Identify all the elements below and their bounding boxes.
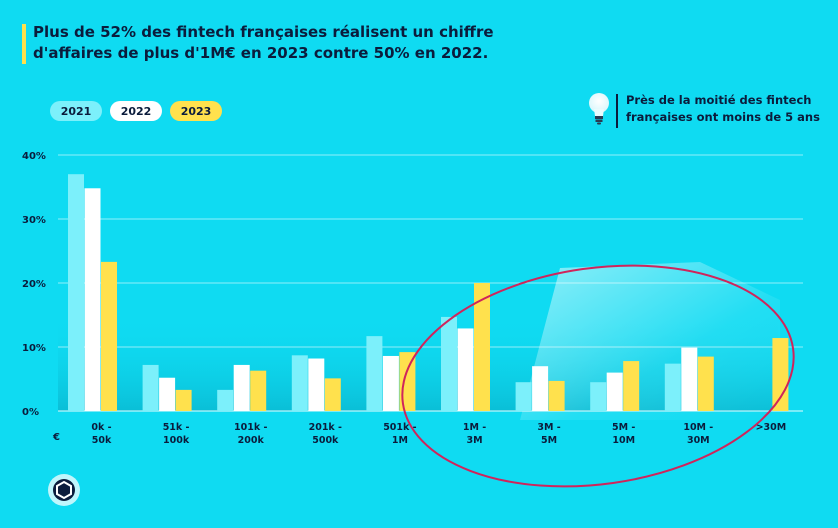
x-tick-label: 201k - bbox=[309, 422, 342, 433]
y-tick-label: 20% bbox=[22, 279, 46, 290]
bar-2021-6 bbox=[515, 382, 532, 411]
bar-2022-5 bbox=[457, 328, 474, 411]
bar-2022-1 bbox=[159, 377, 176, 411]
x-tick-label: 1M bbox=[392, 435, 408, 446]
bar-2023-0 bbox=[101, 261, 117, 411]
brand-logo-icon bbox=[48, 474, 80, 506]
x-tick-label: 50k bbox=[92, 435, 112, 446]
bar-2022-7 bbox=[606, 372, 623, 411]
bar-2022-3 bbox=[308, 358, 325, 411]
bar-2023-4 bbox=[399, 352, 416, 411]
bar-2023-1 bbox=[175, 389, 192, 411]
bar-2022-4 bbox=[382, 355, 399, 411]
y-axis-ticks: 0% 10% 20% 30% 40% bbox=[22, 151, 46, 418]
bar-2022-2 bbox=[233, 364, 250, 411]
x-tick-label: 51k - bbox=[163, 422, 190, 433]
bars bbox=[68, 174, 789, 411]
bar-2021-7 bbox=[590, 382, 607, 411]
bar-2021-2 bbox=[217, 389, 234, 411]
x-tick-label: 3M - bbox=[537, 422, 560, 433]
chart-title: Plus de 52% des fintech françaises réali… bbox=[33, 23, 494, 62]
y-tick-label: 10% bbox=[22, 343, 46, 354]
x-tick-label: 501k - bbox=[383, 422, 416, 433]
bar-2021-3 bbox=[291, 355, 308, 411]
legend-2023: 2023 bbox=[170, 101, 222, 121]
x-tick-label: 30M bbox=[687, 435, 710, 446]
note-divider bbox=[616, 94, 618, 128]
fact-note: Près de la moitié des fintech françaises… bbox=[588, 92, 826, 128]
y-tick-label: 40% bbox=[22, 151, 46, 162]
bar-2022-8 bbox=[681, 347, 698, 411]
bar-2023-5 bbox=[474, 283, 490, 411]
x-tick-label: 100k bbox=[163, 435, 190, 446]
title-accent-bar bbox=[22, 24, 26, 64]
bar-2023-9 bbox=[772, 338, 789, 411]
x-tick-label: 500k bbox=[312, 435, 339, 446]
x-tick-label: 200k bbox=[238, 435, 265, 446]
legend-2021: 2021 bbox=[50, 101, 102, 121]
spotlight-beam bbox=[520, 262, 780, 420]
bar-2021-5 bbox=[441, 316, 457, 411]
bar-2021-1 bbox=[142, 364, 159, 411]
x-tick-label: 10M bbox=[612, 435, 635, 446]
x-tick-label: 0k - bbox=[91, 422, 111, 433]
x-tick-label: 5M - bbox=[612, 422, 635, 433]
bar-2023-8 bbox=[697, 356, 714, 411]
x-tick-label: 1M - bbox=[463, 422, 486, 433]
y-tick-label: 30% bbox=[22, 215, 46, 226]
legend: 2021 2022 2023 bbox=[50, 101, 222, 121]
bar-2021-8 bbox=[664, 363, 681, 411]
x-tick-label: 5M bbox=[541, 435, 557, 446]
bar-2023-7 bbox=[623, 361, 640, 411]
x-tick-label: 10M - bbox=[683, 422, 713, 433]
bar-2023-3 bbox=[324, 378, 341, 411]
highlight-ring bbox=[401, 264, 795, 488]
currency-label: € bbox=[52, 432, 60, 443]
bar-2023-6 bbox=[548, 380, 565, 411]
bar-2023-2 bbox=[250, 370, 267, 411]
x-tick-label: 3M bbox=[466, 435, 482, 446]
x-tick-label: 101k - bbox=[234, 422, 267, 433]
y-tick-label: 0% bbox=[22, 407, 39, 418]
note-text: Près de la moitié des fintech françaises… bbox=[626, 93, 820, 124]
legend-2022: 2022 bbox=[110, 101, 162, 121]
bar-2021-0 bbox=[68, 174, 84, 411]
x-axis-labels: 0k - 50k 51k - 100k 101k - 200k 201k - 500k 501k… bbox=[91, 422, 786, 446]
lightbulb-icon bbox=[589, 93, 609, 125]
x-tick-label: >30M bbox=[756, 422, 787, 433]
bar-2022-6 bbox=[532, 366, 549, 411]
bar-2022-0 bbox=[84, 188, 101, 411]
bar-2021-4 bbox=[366, 336, 383, 411]
